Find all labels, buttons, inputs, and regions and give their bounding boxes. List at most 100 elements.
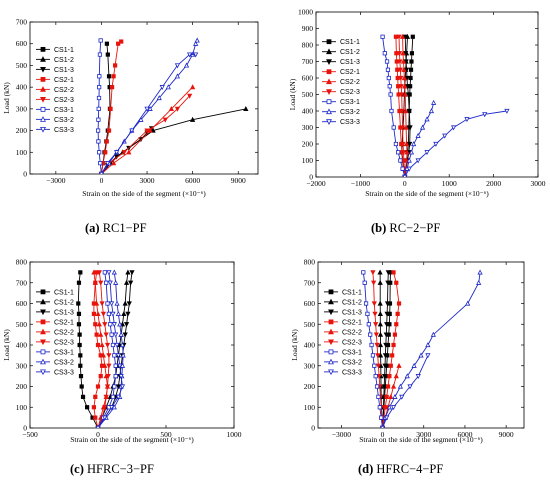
legend-marker	[40, 358, 46, 365]
legend-marker	[40, 56, 46, 62]
data-point-cs1-3	[381, 384, 387, 390]
caption-letter: (b)	[371, 221, 389, 235]
data-point-cs2-1	[387, 374, 392, 379]
data-point-cs3-3	[111, 322, 117, 328]
data-point-cs1-3	[404, 84, 411, 90]
data-point-cs2-1	[95, 384, 101, 389]
legend-marker	[326, 69, 332, 75]
data-point-cs3-3	[114, 342, 120, 348]
data-point-cs3-1	[97, 74, 102, 79]
y-tick-label: 0	[23, 170, 27, 179]
legend: CS1-1 CS1-2 CS1-3 CS2-1 CS2-2 CS2-3 CS3-1 CS3-2…	[36, 47, 74, 134]
data-point-cs1-3	[382, 353, 389, 359]
data-point-cs3-2	[404, 373, 410, 379]
data-point-cs1-3	[128, 280, 134, 286]
data-point-cs3-3	[442, 133, 448, 139]
data-point-cs1-3	[126, 301, 132, 307]
x-axis-label: Strain on the side of the segment (×10⁻⁶…	[70, 435, 194, 444]
data-point-cs2-1	[93, 415, 98, 420]
x-tick-label: 2000	[486, 179, 501, 188]
data-point-cs1-3	[129, 270, 135, 276]
caption-letter: (d)	[358, 462, 376, 476]
y-tick-label: 100	[16, 403, 28, 412]
data-point-cs1-3	[381, 374, 388, 380]
legend-label: CS3-1	[54, 349, 74, 356]
data-point-cs2-3	[401, 158, 407, 164]
data-point-cs3-1	[102, 270, 107, 275]
data-point-cs3-1	[97, 150, 102, 155]
data-point-cs1-1	[85, 405, 90, 410]
data-point-cs3-3	[384, 415, 390, 421]
legend-label: CS3-3	[54, 369, 74, 376]
legend-label: CS1-2	[340, 49, 360, 56]
series-line-cs3-1	[362, 272, 383, 428]
data-point-cs2-1	[388, 363, 393, 368]
y-tick-label: 100	[304, 403, 316, 412]
data-point-cs3-3	[424, 150, 430, 156]
data-point-cs2-3	[144, 128, 150, 134]
y-tick-label: 800	[302, 41, 314, 50]
data-point-cs3-2	[411, 362, 417, 368]
legend-label: CS2-1	[54, 77, 74, 84]
y-tick-label: 500	[16, 61, 28, 70]
data-point-cs3-2	[392, 393, 398, 399]
data-point-cs3-3	[114, 150, 120, 156]
legend-marker	[326, 99, 332, 105]
data-point-cs3-1	[368, 332, 373, 337]
data-point-cs1-1	[78, 363, 83, 368]
data-point-cs1-2	[122, 300, 128, 306]
data-point-cs2-3	[399, 108, 405, 114]
data-point-cs1-2	[377, 269, 383, 275]
legend-marker	[40, 106, 46, 112]
legend-marker	[326, 89, 332, 95]
legend-marker	[40, 66, 46, 73]
data-point-cs2-1	[394, 322, 399, 327]
data-point-cs2-3	[121, 150, 127, 156]
data-point-cs3-2	[425, 342, 431, 348]
x-tick-label: 0	[403, 179, 407, 188]
legend: CS1-1 CS1-2 CS1-3 CS2-1 CS2-2 CS2-3 CS3-1 CS3-2…	[322, 39, 360, 126]
data-point-cs3-2	[415, 132, 421, 138]
data-point-cs2-2	[388, 393, 394, 399]
data-point-cs3-1	[363, 301, 369, 306]
x-tick-label: 500	[160, 430, 172, 439]
data-point-cs3-3	[159, 85, 165, 91]
data-point-cs1-3	[384, 322, 390, 328]
data-point-cs3-1	[110, 342, 116, 348]
data-point-cs3-2	[147, 105, 153, 111]
data-point-cs3-2	[165, 84, 171, 90]
data-point-cs1-2	[377, 300, 383, 306]
data-point-cs2-1	[91, 311, 97, 316]
data-point-cs3-2	[408, 149, 415, 155]
caption-text: HFRC−4−PF	[376, 462, 443, 476]
data-point-cs3-2	[117, 321, 123, 327]
legend-label: CS3-2	[54, 117, 74, 124]
data-point-cs1-1	[79, 384, 84, 389]
chart-panel-b: −2000 −1000 0 1000 2000 3000 0 100 200 300 400 500 6…	[288, 8, 546, 236]
legend-marker	[328, 289, 334, 295]
data-point-cs3-1	[105, 301, 110, 306]
data-point-cs3-1	[112, 384, 117, 389]
data-point-cs3-3	[104, 161, 111, 167]
x-tick-label: −3000	[46, 176, 65, 185]
data-point-cs3-1	[365, 311, 370, 316]
data-point-cs3-3	[102, 415, 108, 421]
legend-marker	[328, 309, 334, 316]
data-point-cs1-3	[122, 332, 128, 338]
data-point-cs1-3	[383, 332, 389, 338]
data-point-cs3-1	[379, 415, 384, 420]
data-point-cs3-3	[107, 280, 113, 286]
data-point-cs2-2	[401, 66, 407, 72]
data-point-cs2-3	[376, 374, 382, 380]
data-point-cs3-1	[96, 139, 101, 144]
x-tick-label: 9000	[231, 176, 246, 185]
legend-marker	[328, 319, 334, 325]
y-tick-label: 700	[16, 278, 28, 287]
data-point-cs2-1	[108, 106, 113, 111]
legend-label: CS2-2	[54, 329, 74, 336]
data-point-cs2-2	[110, 160, 117, 166]
data-point-cs1-1	[105, 52, 110, 57]
caption-letter: (a)	[85, 221, 103, 235]
y-tick-label: 400	[304, 341, 316, 350]
